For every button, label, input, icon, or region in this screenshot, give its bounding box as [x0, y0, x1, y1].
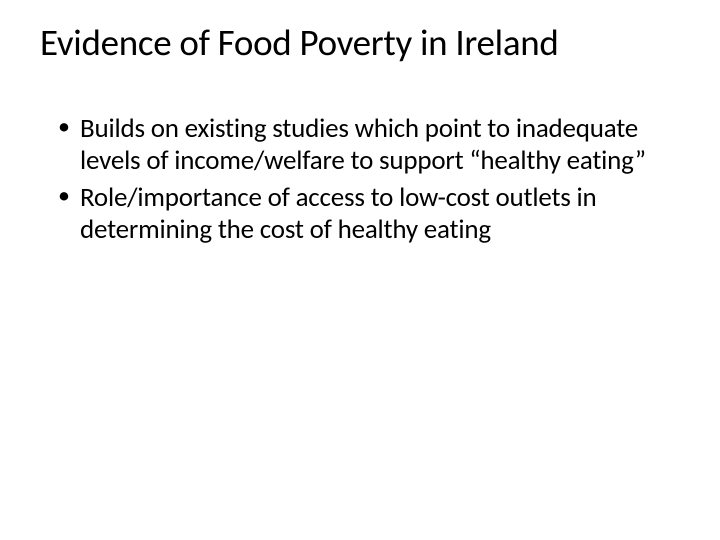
slide-container: Evidence of Food Poverty in Ireland Buil… — [0, 0, 720, 540]
bullet-item: Builds on existing studies which point t… — [58, 113, 680, 178]
bullet-list: Builds on existing studies which point t… — [40, 113, 680, 247]
slide-title: Evidence of Food Poverty in Ireland — [40, 20, 680, 65]
bullet-item: Role/importance of access to low-cost ou… — [58, 182, 680, 247]
